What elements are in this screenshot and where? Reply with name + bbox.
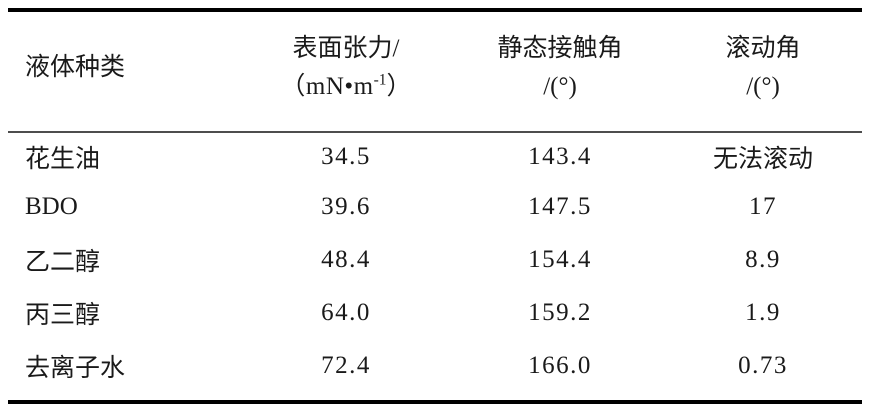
table-row: 乙二醇 48.4 154.4 8.9 — [8, 233, 862, 286]
cell-static-contact-angle: 143.4 — [528, 142, 592, 170]
cell-surface-tension: 64.0 — [321, 298, 371, 326]
header-row: 液体种类 表面张力/ （mN•m-1） 静态接触角 /(°) 滚动角 /(°) — [8, 8, 862, 127]
column-header-liquid-type-label: 液体种类 — [25, 53, 126, 81]
cell-rolling-angle: 0.73 — [738, 351, 788, 379]
cell-liquid-type: 去离子水 — [25, 354, 126, 382]
cell-rolling-angle: 17 — [749, 192, 777, 220]
table-row: 花生油 34.5 143.4 无法滚动 — [8, 127, 862, 180]
cell-static-contact-angle: 147.5 — [528, 192, 592, 220]
column-header-surface-tension: 表面张力/ （mN•m-1） — [236, 8, 456, 127]
table-header-rule — [8, 131, 862, 133]
cell-surface-tension: 72.4 — [321, 351, 371, 379]
cell-surface-tension: 39.6 — [321, 192, 371, 220]
cell-static-contact-angle: 154.4 — [528, 245, 592, 273]
column-header-rolling-angle: 滚动角 /(°) — [664, 8, 862, 127]
unit-text-suffix: ） — [386, 72, 412, 100]
liquid-properties-table: 液体种类 表面张力/ （mN•m-1） 静态接触角 /(°) 滚动角 /(°) … — [8, 8, 862, 392]
table-row: 丙三醇 64.0 159.2 1.9 — [8, 286, 862, 339]
cell-rolling-angle: 8.9 — [745, 245, 781, 273]
unit-exponent: -1 — [373, 71, 387, 89]
column-header-static-contact-angle: 静态接触角 /(°) — [456, 8, 664, 127]
cell-liquid-type: 花生油 — [25, 145, 101, 173]
table-bottom-rule — [8, 400, 862, 404]
table-header: 液体种类 表面张力/ （mN•m-1） 静态接触角 /(°) 滚动角 /(°) — [8, 8, 862, 127]
cell-static-contact-angle: 159.2 — [528, 298, 592, 326]
cell-rolling-angle: 无法滚动 — [712, 145, 813, 173]
cell-surface-tension: 34.5 — [321, 142, 371, 170]
cell-surface-tension: 48.4 — [321, 245, 371, 273]
column-header-surface-tension-label: 表面张力/ — [292, 34, 400, 62]
table-row: BDO 39.6 147.5 17 — [8, 180, 862, 233]
unit-text-prefix: （mN•m — [280, 72, 374, 100]
table-row: 去离子水 72.4 166.0 0.73 — [8, 339, 862, 392]
column-header-static-contact-angle-unit: /(°) — [543, 72, 577, 100]
column-header-static-contact-angle-label: 静态接触角 — [497, 34, 623, 62]
column-header-rolling-angle-label: 滚动角 — [725, 34, 801, 62]
table-top-rule — [8, 8, 862, 12]
table-body: 花生油 34.5 143.4 无法滚动 BDO 39.6 147.5 17 乙二… — [8, 127, 862, 392]
column-header-rolling-angle-unit: /(°) — [746, 72, 780, 100]
cell-liquid-type: 乙二醇 — [25, 248, 101, 276]
cell-liquid-type: 丙三醇 — [25, 301, 101, 329]
column-header-liquid-type: 液体种类 — [8, 8, 236, 127]
column-header-surface-tension-unit: （mN•m-1） — [236, 69, 456, 105]
cell-static-contact-angle: 166.0 — [528, 351, 592, 379]
cell-rolling-angle: 1.9 — [745, 298, 781, 326]
cell-liquid-type: BDO — [25, 192, 78, 220]
